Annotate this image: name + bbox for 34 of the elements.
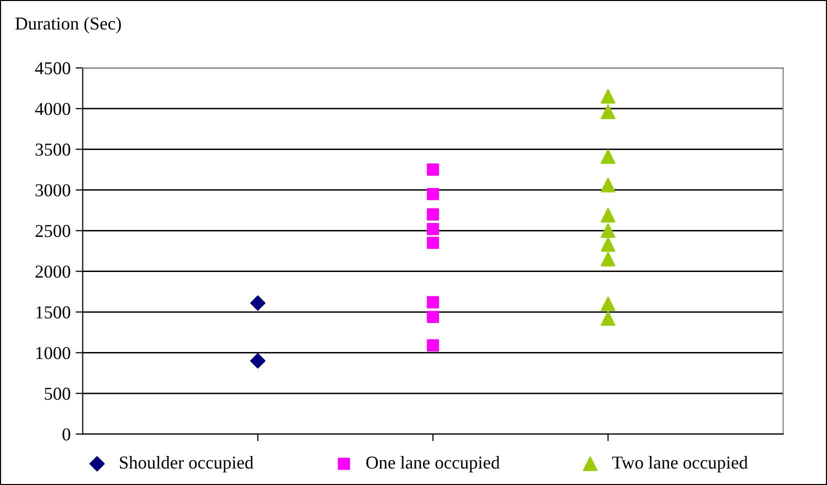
y-tick-label: 1000 [36,346,70,360]
y-tick-label: 4500 [35,62,70,74]
y-axis-title: Duration (Sec) [15,16,121,34]
point [426,188,440,200]
point [600,296,616,312]
point [600,149,616,164]
point [426,310,440,323]
point [250,295,266,311]
y-tick-label: 3000 [36,184,70,196]
point [426,208,440,220]
point [600,178,616,192]
y-tick-label: 2000 [36,266,70,278]
legend-label: Two lane occupied [612,456,748,472]
y-tick-label: 500 [44,388,70,400]
y-tick-label: 2500 [36,224,70,238]
point [426,236,440,249]
point [600,237,616,252]
point [600,223,616,238]
point [600,89,616,104]
point [426,222,440,236]
point [600,104,616,120]
legend-label: Shoulder occupied [120,456,254,472]
y-tick-label: 4000 [35,102,70,116]
point [426,339,440,352]
y-tick-label: 1500 [36,306,70,318]
point [600,208,616,222]
y-tick-label: 0 [62,428,70,441]
point [600,252,616,266]
legend-label: One lane occupied [366,456,500,472]
point [426,296,440,308]
point [600,311,616,326]
point [426,164,440,176]
y-tick-label: 3500 [36,144,70,156]
point [250,353,266,368]
